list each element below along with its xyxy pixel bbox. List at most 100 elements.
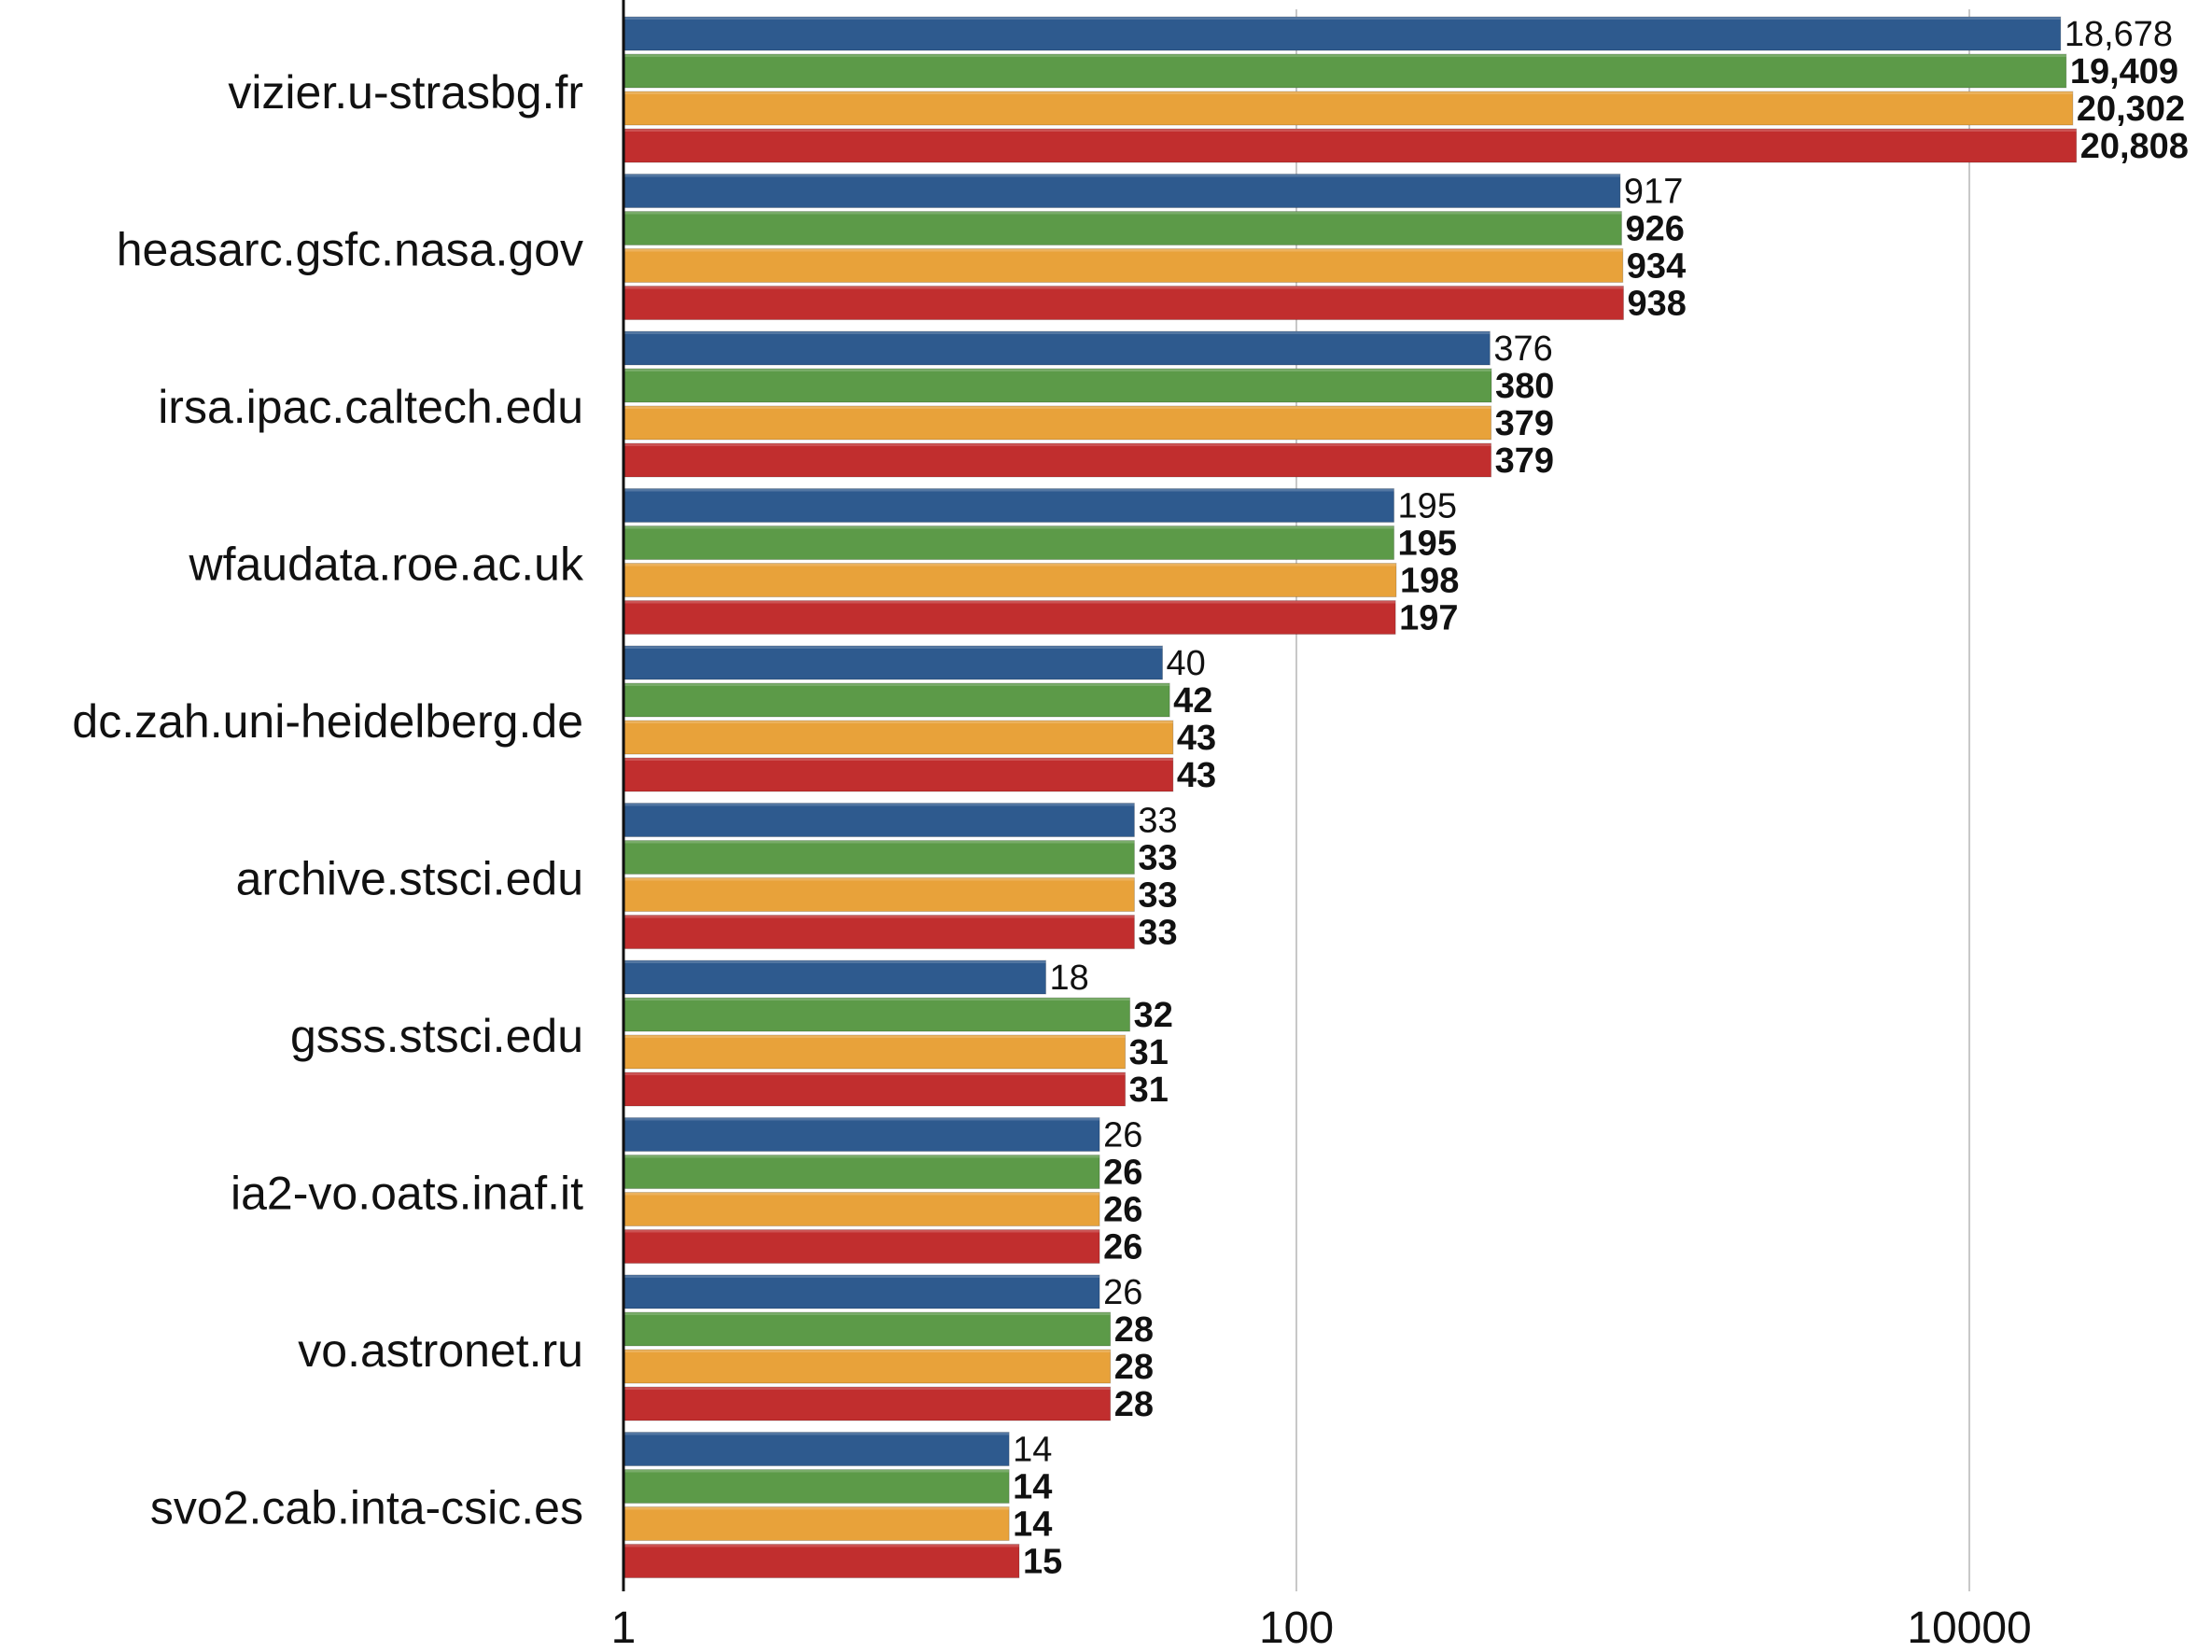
bar — [624, 16, 2062, 51]
data-label: 28 — [1114, 1310, 1154, 1350]
data-label: 195 — [1398, 525, 1457, 564]
bar-highlight — [624, 1469, 1010, 1473]
bar-highlight — [624, 1229, 1100, 1233]
bar — [624, 840, 1135, 875]
data-label: 198 — [1400, 562, 1459, 601]
data-label: 197 — [1399, 599, 1458, 638]
bar — [624, 1349, 1112, 1384]
bar — [624, 645, 1164, 680]
data-label: 43 — [1177, 719, 1216, 758]
bar — [624, 720, 1174, 755]
bar — [624, 1229, 1100, 1264]
category-label: heasarc.gsfc.nasa.gov — [117, 224, 583, 276]
bar — [624, 1274, 1100, 1309]
bar — [624, 915, 1135, 949]
data-label: 20,808 — [2080, 127, 2189, 166]
bar-highlight — [624, 1117, 1100, 1121]
bar-highlight — [624, 1312, 1111, 1315]
bar — [624, 1469, 1010, 1504]
category-label: svo2.cab.inta-csic.es — [150, 1482, 583, 1534]
bar — [624, 1071, 1127, 1107]
data-label: 28 — [1114, 1385, 1154, 1424]
bar-highlight — [624, 1275, 1100, 1278]
data-label: 14 — [1013, 1431, 1052, 1470]
data-label: 26 — [1103, 1154, 1142, 1193]
bar — [624, 1034, 1127, 1070]
bar-highlight — [624, 443, 1491, 446]
bar-highlight — [624, 1072, 1126, 1075]
bar-highlight — [624, 369, 1492, 371]
data-label: 26 — [1103, 1228, 1142, 1267]
bar — [624, 600, 1396, 635]
bar — [624, 682, 1170, 718]
data-label: 42 — [1173, 681, 1212, 721]
bar-highlight — [624, 960, 1046, 963]
bar — [624, 877, 1135, 912]
bar-highlight — [624, 646, 1163, 649]
bar — [624, 211, 1622, 245]
category-label: ia2-vo.oats.inaf.it — [231, 1168, 583, 1220]
bar — [624, 997, 1131, 1032]
bar-highlight — [624, 563, 1396, 567]
bar-highlight — [624, 286, 1624, 289]
bar-highlight — [624, 840, 1135, 844]
data-label: 934 — [1627, 247, 1686, 287]
bar-highlight — [624, 721, 1173, 723]
data-label: 18,678 — [2065, 15, 2173, 54]
bar — [624, 1544, 1020, 1578]
bar-highlight — [624, 998, 1130, 1001]
category-label: dc.zah.uni-heidelberg.de — [72, 695, 583, 748]
bar-highlight — [624, 17, 2061, 20]
data-label: 33 — [1138, 802, 1177, 841]
data-label: 917 — [1624, 173, 1683, 212]
data-label: 926 — [1625, 210, 1684, 249]
bar-highlight — [624, 488, 1394, 492]
data-label: 43 — [1177, 756, 1216, 795]
category-label: wfaudata.roe.ac.uk — [189, 539, 584, 591]
data-label: 33 — [1138, 914, 1177, 953]
bar-highlight — [624, 600, 1396, 604]
x-tick-label: 100 — [1259, 1603, 1334, 1652]
bar — [624, 757, 1174, 792]
axis: 1 100 10000 — [611, 0, 2032, 1652]
bar-highlight — [624, 1387, 1111, 1390]
bar — [624, 330, 1491, 366]
bar-highlight — [624, 91, 2073, 94]
data-label: 31 — [1129, 1033, 1169, 1072]
bar-highlight — [624, 758, 1173, 761]
category-label: gsss.stsci.edu — [290, 1010, 583, 1062]
bar — [624, 803, 1135, 837]
data-label: 40 — [1167, 644, 1206, 683]
data-label: 14 — [1013, 1505, 1052, 1545]
bar-highlight — [624, 248, 1623, 252]
data-label: 379 — [1495, 441, 1554, 481]
data-label: 19,409 — [2070, 52, 2178, 91]
bar-highlight — [624, 331, 1491, 334]
bar — [624, 442, 1492, 478]
x-tick-label: 10000 — [1907, 1603, 2031, 1652]
x-tick-label: 1 — [611, 1603, 637, 1652]
data-label: 32 — [1134, 996, 1173, 1035]
bar-highlight — [624, 406, 1491, 409]
bar — [624, 525, 1395, 560]
bar-highlight — [624, 1192, 1100, 1196]
category-label: vizier.u-strasbg.fr — [228, 66, 583, 119]
data-label: 15 — [1023, 1543, 1062, 1582]
data-label: 18 — [1050, 959, 1089, 998]
bar — [624, 405, 1492, 441]
bar-highlight — [624, 54, 2066, 57]
bar — [624, 563, 1397, 597]
data-label: 31 — [1129, 1071, 1169, 1110]
bar — [624, 248, 1624, 283]
bar-highlight — [624, 1350, 1111, 1352]
data-label: 14 — [1013, 1468, 1052, 1507]
bar — [624, 1506, 1010, 1541]
bar — [624, 128, 2078, 163]
data-label: 33 — [1138, 876, 1177, 916]
data-label: 376 — [1493, 329, 1552, 369]
labels: vizier.u-strasbg.fr 18,67819,40920,30220,… — [72, 15, 2189, 1582]
data-label: 33 — [1138, 839, 1177, 878]
bar — [624, 53, 2067, 89]
data-label: 938 — [1627, 285, 1686, 324]
